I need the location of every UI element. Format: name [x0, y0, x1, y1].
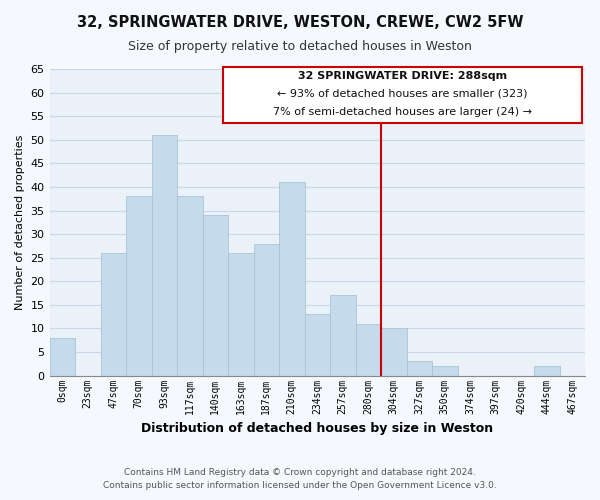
Bar	[101, 253, 126, 376]
Bar	[305, 314, 330, 376]
Bar	[152, 135, 177, 376]
Bar	[381, 328, 407, 376]
Text: 32, SPRINGWATER DRIVE, WESTON, CREWE, CW2 5FW: 32, SPRINGWATER DRIVE, WESTON, CREWE, CW…	[77, 15, 523, 30]
Bar	[407, 362, 432, 376]
Bar	[356, 324, 381, 376]
Text: 7% of semi-detached houses are larger (24) →: 7% of semi-detached houses are larger (2…	[273, 106, 532, 117]
Bar	[126, 196, 152, 376]
Bar	[228, 253, 254, 376]
Y-axis label: Number of detached properties: Number of detached properties	[15, 134, 25, 310]
FancyBboxPatch shape	[223, 66, 583, 124]
Bar	[432, 366, 458, 376]
Bar	[330, 296, 356, 376]
Bar	[534, 366, 560, 376]
Bar	[50, 338, 75, 376]
Bar	[279, 182, 305, 376]
Text: Size of property relative to detached houses in Weston: Size of property relative to detached ho…	[128, 40, 472, 53]
Bar	[254, 244, 279, 376]
Bar	[203, 215, 228, 376]
Bar	[177, 196, 203, 376]
X-axis label: Distribution of detached houses by size in Weston: Distribution of detached houses by size …	[141, 422, 493, 435]
Text: Contains HM Land Registry data © Crown copyright and database right 2024.
Contai: Contains HM Land Registry data © Crown c…	[103, 468, 497, 490]
Text: 32 SPRINGWATER DRIVE: 288sqm: 32 SPRINGWATER DRIVE: 288sqm	[298, 72, 507, 82]
Text: ← 93% of detached houses are smaller (323): ← 93% of detached houses are smaller (32…	[277, 89, 528, 99]
